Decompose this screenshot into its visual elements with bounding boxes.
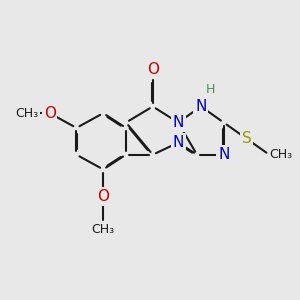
Text: N: N	[172, 135, 184, 150]
Text: N: N	[218, 147, 230, 162]
Text: O: O	[44, 106, 56, 121]
Text: N: N	[195, 99, 207, 114]
Text: N: N	[172, 115, 184, 130]
Text: CH₃: CH₃	[92, 223, 115, 236]
Text: H: H	[206, 82, 215, 96]
Text: S: S	[242, 131, 251, 146]
Text: O: O	[147, 62, 159, 77]
Text: O: O	[97, 189, 109, 204]
Text: CH₃: CH₃	[269, 148, 292, 161]
Text: CH₃: CH₃	[15, 107, 38, 120]
